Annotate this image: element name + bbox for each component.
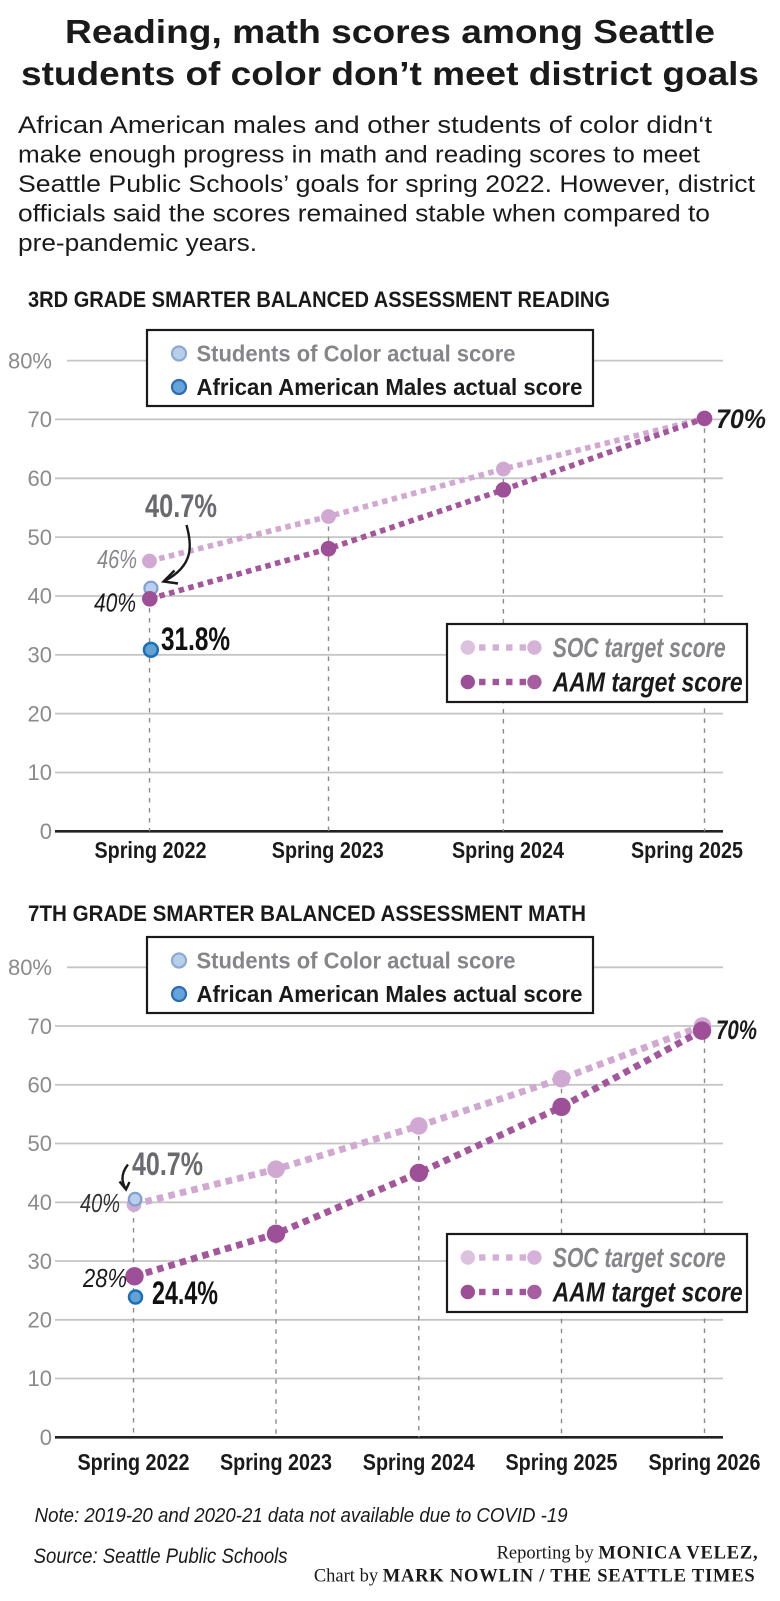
svg-text:20: 20	[28, 1308, 52, 1333]
svg-text:40%: 40%	[94, 588, 136, 618]
svg-text:70: 70	[28, 407, 52, 432]
svg-text:Seattle Public Schools’ goals: Seattle Public Schools’ goals for spring…	[18, 171, 755, 198]
svg-text:7TH GRADE SMARTER BALANCED ASS: 7TH GRADE SMARTER BALANCED ASSESSMENT MA…	[28, 901, 586, 926]
svg-text:80%: 80%	[8, 348, 52, 373]
svg-text:30: 30	[28, 643, 52, 668]
svg-text:0: 0	[40, 1425, 52, 1450]
svg-text:46%: 46%	[97, 544, 137, 574]
svg-text:officials said the scores rema: officials said the scores remained stabl…	[18, 201, 710, 228]
svg-text:40: 40	[28, 1190, 52, 1215]
svg-text:40.7%: 40.7%	[145, 488, 217, 524]
svg-text:AAM target score: AAM target score	[552, 667, 743, 698]
svg-text:60: 60	[28, 466, 52, 491]
svg-text:Note: 2019-20 and 2020-21 data: Note: 2019-20 and 2020-21 data not avail…	[35, 1505, 568, 1527]
svg-text:Chart by MARK NOWLIN / THE SEA: Chart by MARK NOWLIN / THE SEATTLE TIMES	[314, 1567, 756, 1587]
svg-text:Spring 2026: Spring 2026	[649, 1449, 761, 1475]
svg-text:50: 50	[28, 525, 52, 550]
svg-text:AAM target score: AAM target score	[552, 1277, 743, 1308]
svg-text:70: 70	[28, 1014, 52, 1039]
svg-text:Spring 2024: Spring 2024	[363, 1449, 475, 1475]
svg-text:SOC target score: SOC target score	[553, 632, 726, 663]
svg-text:0: 0	[40, 819, 52, 844]
svg-text:Source: Seattle Public Schools: Source: Seattle Public Schools	[34, 1544, 288, 1568]
svg-text:Spring 2024: Spring 2024	[452, 837, 564, 863]
svg-text:African American Males actual: African American Males actual score	[197, 374, 583, 400]
svg-text:students of color don’t meet d: students of color don’t meet district go…	[21, 56, 759, 93]
svg-text:SOC target score: SOC target score	[553, 1242, 726, 1273]
svg-text:Spring 2022: Spring 2022	[95, 837, 207, 863]
svg-text:70%: 70%	[716, 404, 766, 434]
svg-text:Spring 2022: Spring 2022	[78, 1449, 190, 1475]
svg-text:African American Males actual: African American Males actual score	[197, 981, 583, 1007]
svg-text:40%: 40%	[80, 1188, 120, 1218]
svg-text:pre-pandemic years.: pre-pandemic years.	[18, 230, 257, 257]
svg-text:make enough progress in math a: make enough progress in math and reading…	[18, 142, 700, 169]
svg-text:24.4%: 24.4%	[152, 1275, 218, 1311]
svg-text:Students of Color actual score: Students of Color actual score	[197, 948, 516, 974]
svg-text:80%: 80%	[8, 955, 52, 980]
svg-text:Spring 2023: Spring 2023	[272, 837, 384, 863]
svg-text:40: 40	[28, 584, 52, 609]
svg-text:60: 60	[28, 1073, 52, 1098]
svg-text:Reading, math scores among Sea: Reading, math scores among Seattle	[65, 14, 715, 51]
svg-text:Students of Color actual score: Students of Color actual score	[197, 341, 516, 367]
svg-text:10: 10	[28, 760, 52, 785]
svg-text:28%: 28%	[82, 1263, 127, 1293]
svg-text:31.8%: 31.8%	[161, 621, 230, 657]
svg-text:African American males and oth: African American males and other student…	[18, 112, 712, 139]
svg-text:50: 50	[28, 1131, 52, 1156]
svg-text:40.7%: 40.7%	[132, 1146, 203, 1182]
svg-text:10: 10	[28, 1366, 52, 1391]
svg-text:30: 30	[28, 1249, 52, 1274]
svg-text:3RD GRADE SMARTER BALANCED ASS: 3RD GRADE SMARTER BALANCED ASSESSMENT RE…	[28, 287, 610, 312]
svg-text:20: 20	[28, 701, 52, 726]
svg-text:Spring 2023: Spring 2023	[220, 1449, 332, 1475]
svg-text:Reporting by MONICA VELEZ,: Reporting by MONICA VELEZ,	[497, 1544, 759, 1564]
svg-text:Spring 2025: Spring 2025	[506, 1449, 618, 1475]
svg-text:70%: 70%	[716, 1015, 757, 1045]
svg-text:Spring 2025: Spring 2025	[631, 837, 743, 863]
